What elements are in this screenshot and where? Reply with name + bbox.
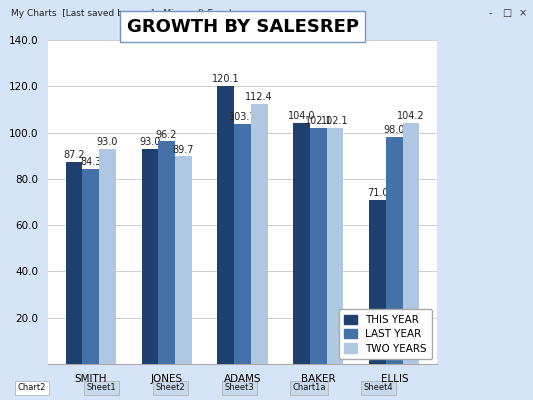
Text: 93.0: 93.0 [139,137,160,147]
Text: 98.0: 98.0 [384,125,405,135]
Text: 71.0: 71.0 [367,188,389,198]
Bar [386,137,402,364]
Text: Chart1a: Chart1a [293,383,326,392]
Text: ×: × [518,8,527,18]
Bar [83,169,99,364]
Text: 120.1: 120.1 [212,74,240,84]
Text: 112.4: 112.4 [245,92,273,102]
Bar [217,86,234,364]
Text: 84.3: 84.3 [80,157,101,167]
Text: 93.0: 93.0 [96,137,118,147]
Bar [369,200,386,364]
Text: 104.2: 104.2 [397,111,425,121]
Bar [327,128,343,364]
Bar [66,162,83,364]
Text: Sheet4: Sheet4 [364,383,393,392]
Bar [158,141,175,364]
Bar [175,156,192,364]
Text: 87.2: 87.2 [63,150,85,160]
Bar [293,123,310,364]
Title: GROWTH BY SALESREP: GROWTH BY SALESREP [126,18,359,36]
Text: 102.1: 102.1 [304,116,332,126]
Bar [310,128,327,364]
Text: -: - [489,8,492,18]
Text: My Charts  [Last saved by user] - Microsoft Excel: My Charts [Last saved by user] - Microso… [11,8,231,18]
Bar [142,149,158,364]
Text: □: □ [502,8,511,18]
Legend: THIS YEAR, LAST YEAR, TWO YEARS: THIS YEAR, LAST YEAR, TWO YEARS [339,309,432,359]
Bar [402,123,419,364]
Bar [251,104,268,364]
Text: 103.7: 103.7 [229,112,256,122]
Text: Sheet2: Sheet2 [156,383,185,392]
Bar [99,149,116,364]
Text: Sheet1: Sheet1 [86,383,116,392]
Text: 89.7: 89.7 [173,144,194,154]
Text: 102.1: 102.1 [321,116,349,126]
Text: 104.0: 104.0 [288,112,316,122]
Text: 96.2: 96.2 [156,130,177,140]
Text: Chart2: Chart2 [18,383,46,392]
Text: Sheet3: Sheet3 [225,383,255,392]
Bar [234,124,251,364]
